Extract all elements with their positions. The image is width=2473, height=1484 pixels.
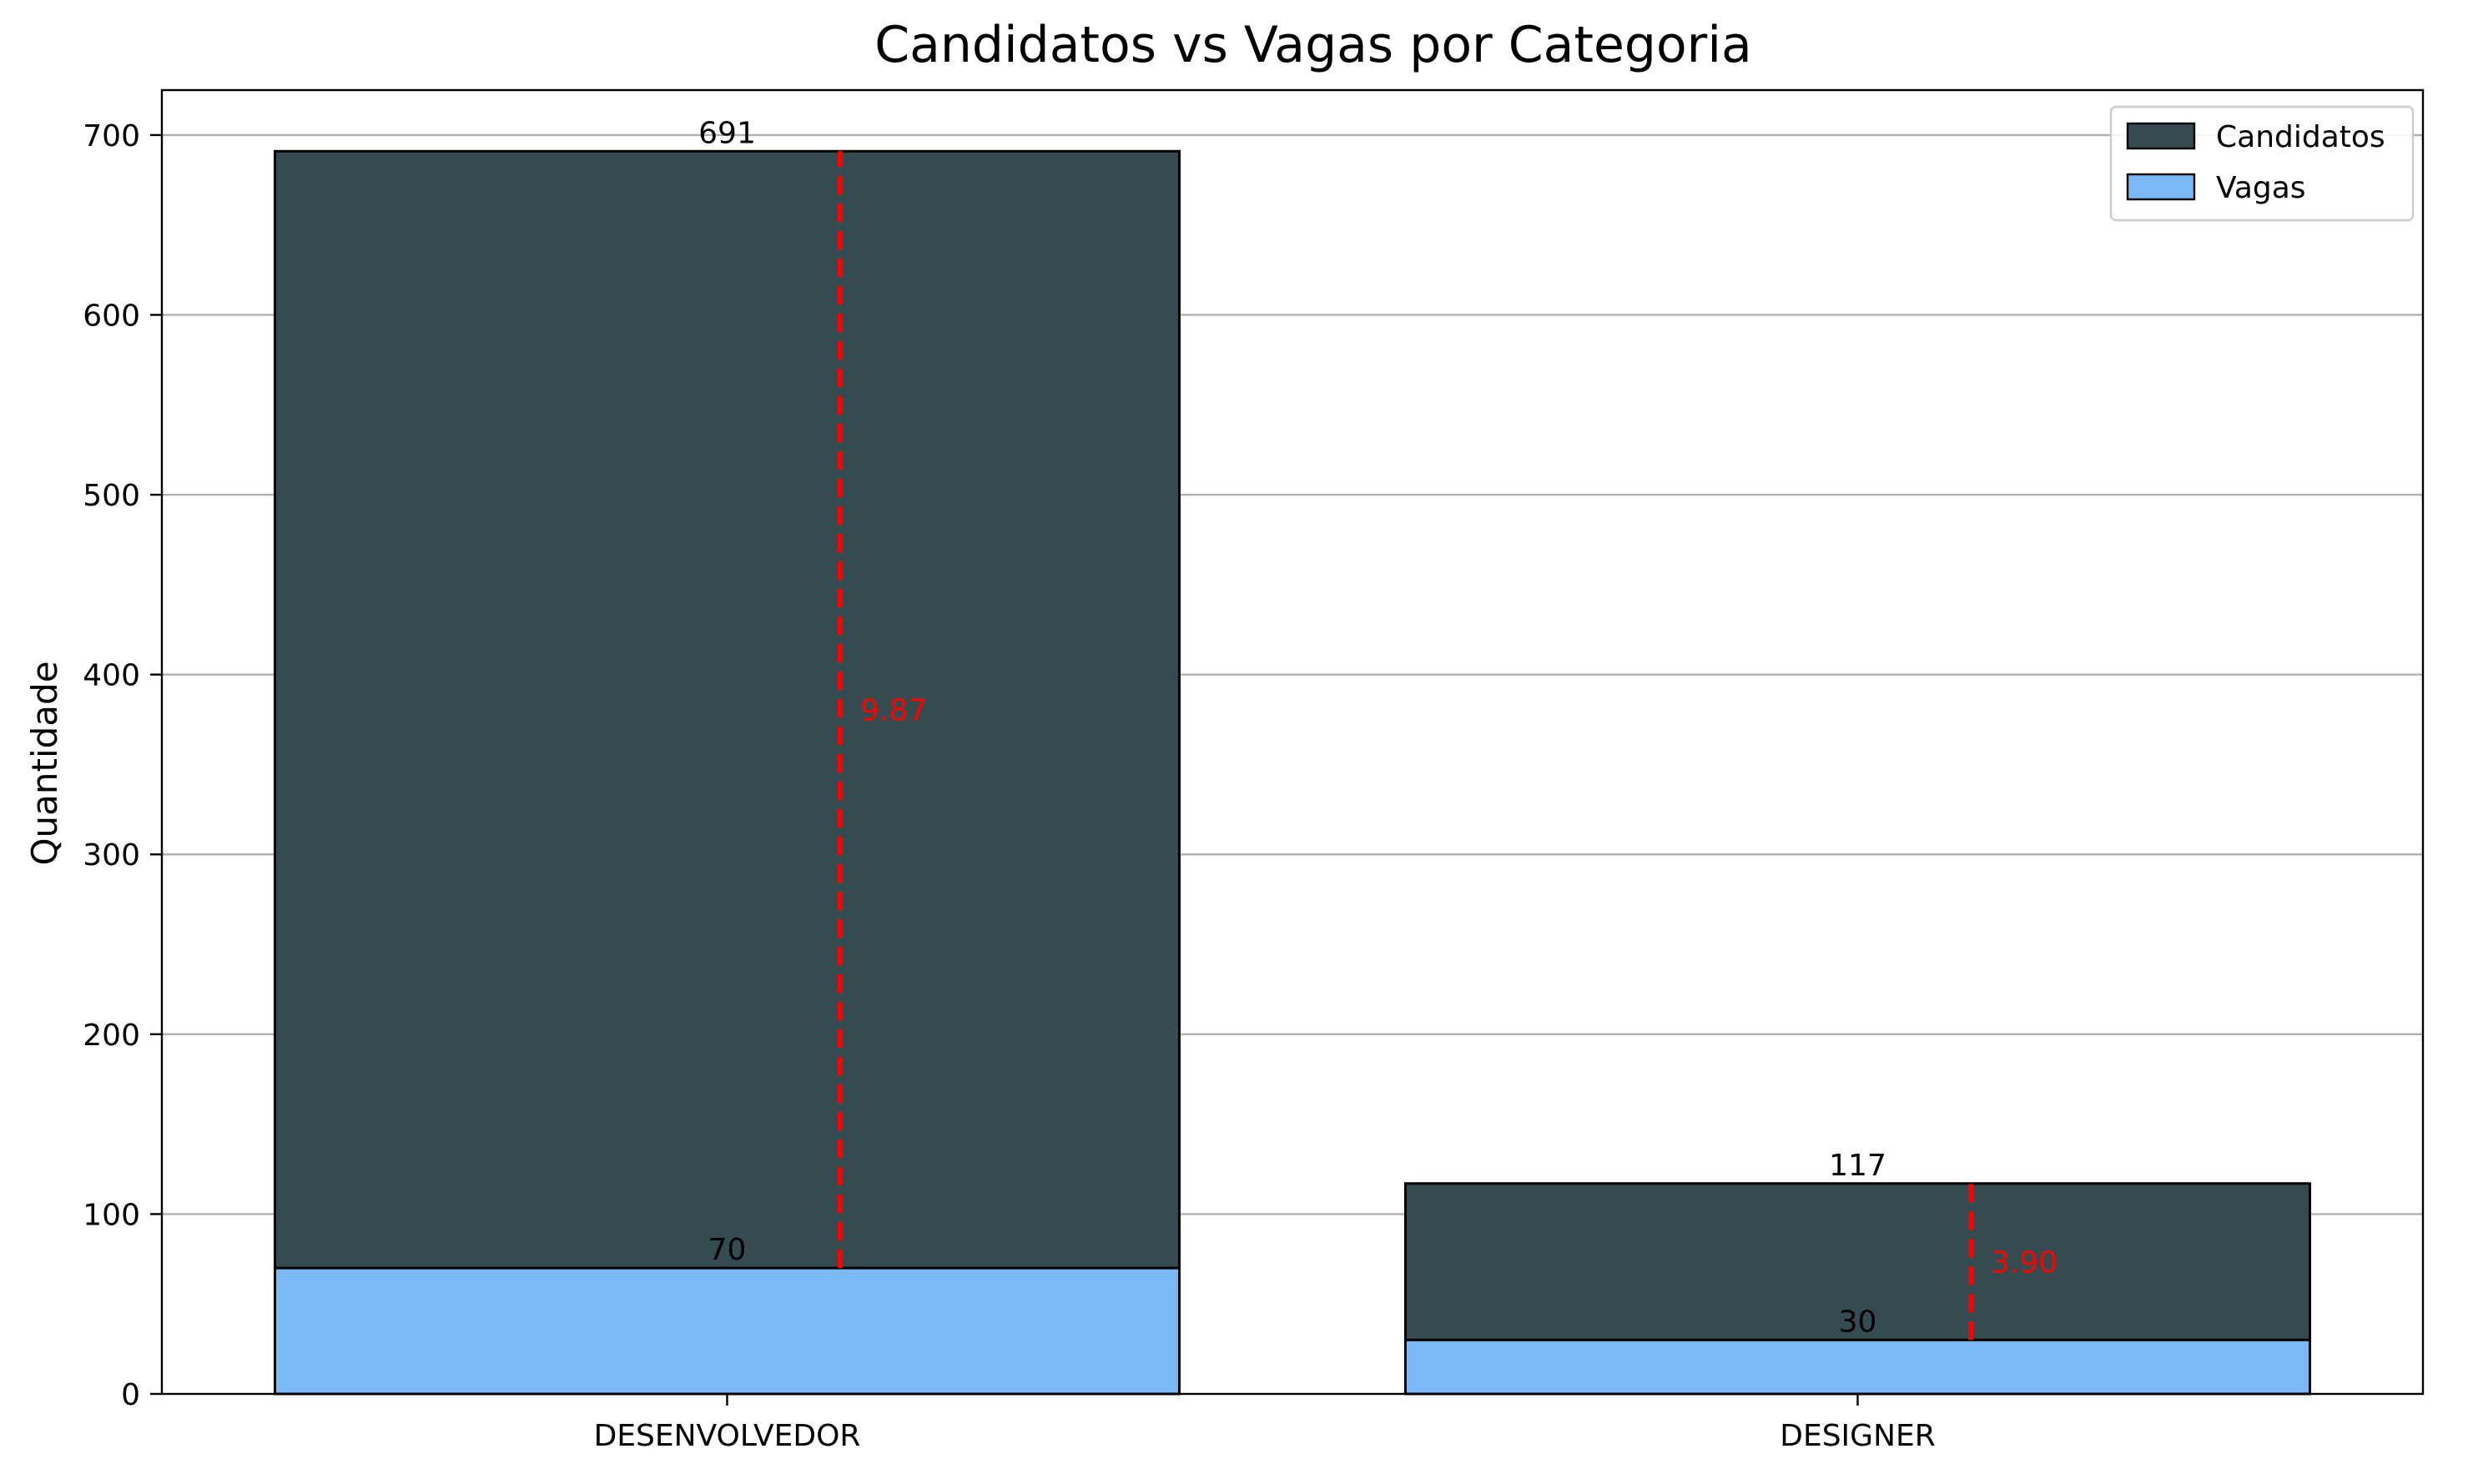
ratio-label: 9.87 — [860, 694, 927, 728]
y-tick-label: 600 — [83, 299, 140, 333]
y-axis-label: Quantidade — [24, 661, 65, 865]
legend-swatch-vagas — [2126, 173, 2196, 201]
data-label: 70 — [708, 1233, 747, 1267]
y-tick-label: 700 — [83, 119, 140, 153]
bar-vagas — [1404, 1338, 2311, 1396]
axes: 0 100 200 300 400 500 600 700 DESENVOLVEDOR DESIG… — [83, 88, 2425, 1453]
plot-frame — [160, 88, 2425, 1396]
bar-candidatos — [274, 149, 1181, 1396]
y-tick-label: 0 — [121, 1378, 140, 1412]
chart-title: Candidatos vs Vagas por Categoria — [874, 16, 1752, 74]
legend-swatch-candidatos — [2126, 122, 2196, 150]
data-labels: 691 117 70 30 9.87 3.90 — [698, 116, 2057, 1339]
y-tick-label: 400 — [83, 659, 140, 693]
legend: Candidatos Vagas — [2109, 105, 2415, 222]
y-tick-label: 200 — [83, 1019, 140, 1053]
legend-label: Vagas — [2216, 171, 2306, 205]
data-label: 30 — [1839, 1305, 1877, 1339]
legend-label: Candidatos — [2216, 120, 2385, 154]
bar-vagas — [274, 1266, 1181, 1396]
y-tick-label: 100 — [83, 1198, 140, 1232]
bars — [274, 149, 2311, 1396]
ratio-label: 3.90 — [1991, 1246, 2057, 1280]
x-tick-label: DESIGNER — [1780, 1419, 1936, 1453]
data-label: 691 — [698, 116, 756, 150]
y-tick-label: 300 — [83, 838, 140, 873]
data-label: 117 — [1829, 1149, 1886, 1183]
y-tick-label: 500 — [83, 479, 140, 513]
x-tick-label: DESENVOLVEDOR — [594, 1419, 861, 1453]
ratio-annotations — [838, 151, 1973, 1341]
